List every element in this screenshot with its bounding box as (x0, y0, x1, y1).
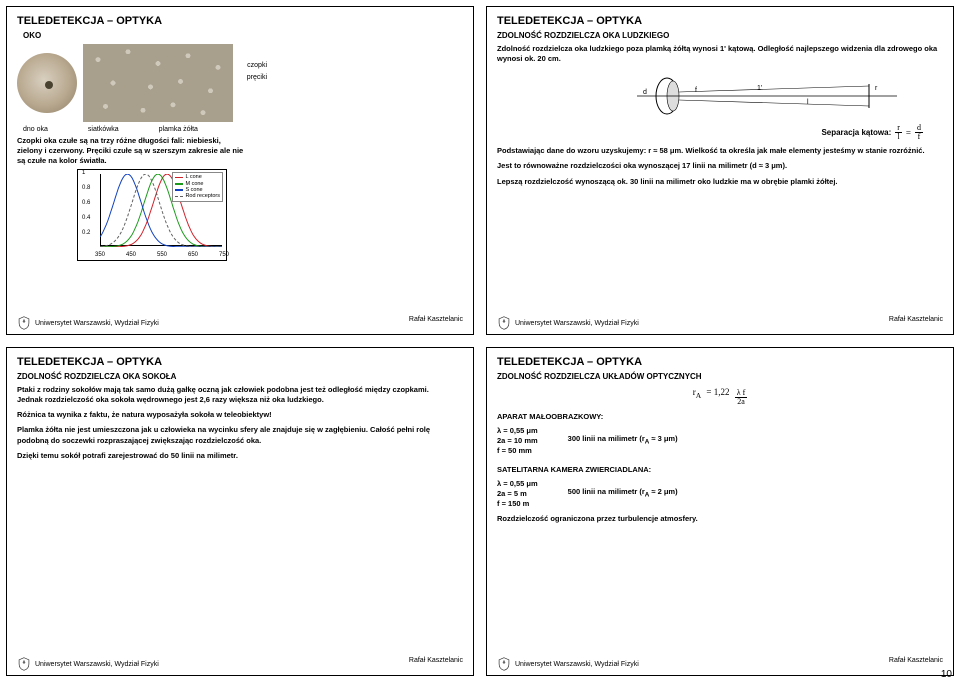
sep-label: Separacja kątowa: (821, 128, 891, 137)
eye-fundus-image (17, 53, 77, 113)
footer-right: Rafał Kasztelanic (409, 316, 463, 330)
footer-left: Uniwersytet Warszawski, Wydział Fizyki (515, 320, 639, 327)
cap-plamka: plamka żółta (159, 126, 198, 133)
h2: SATELITARNA KAMERA ZWIERCIADLANA: (497, 465, 943, 475)
lbl-d: d (643, 89, 647, 96)
label-preciki: pręciki (247, 74, 267, 81)
footer-left: Uniwersytet Warszawski, Wydział Fizyki (35, 661, 159, 668)
slide-title: TELEDETEKCJA – OPTYKA (17, 356, 463, 368)
slide3-p3: Różnica ta wynika z faktu, że natura wyp… (17, 410, 463, 420)
slide4-subtitle: ZDOLNOŚĆ ROZDZIELCZA UKŁADÓW OPTYCZNYCH (497, 372, 943, 381)
slide2-p4: Lepszą rozdzielczość wynoszącą ok. 30 li… (497, 177, 943, 187)
slide1-images: czopki pręciki (17, 44, 463, 122)
label-czopki: czopki (247, 62, 267, 69)
satellite-result: 500 linii na milimetr (rA ≈ 2 μm) (568, 479, 678, 509)
footer-left: Uniwersytet Warszawski, Wydział Fizyki (35, 320, 159, 327)
slide3-footer: Uniwersytet Warszawski, Wydział Fizyki R… (17, 657, 463, 671)
slide-2: TELEDETEKCJA – OPTYKA ZDOLNOŚĆ ROZDZIELC… (486, 6, 954, 335)
crest-icon (17, 316, 31, 330)
slide4-plast: Rozdzielczość ograniczona przez turbulen… (497, 514, 943, 524)
slide-title: TELEDETEKCJA – OPTYKA (497, 356, 943, 368)
slide1-subtitle: OKO (23, 31, 463, 40)
slide1-captions: dno oka siatkówka plamka żółta (23, 126, 463, 133)
retina-texture-image: czopki pręciki (83, 44, 233, 122)
slide2-p1: Zdolność rozdzielcza oka ludzkiego poza … (497, 44, 943, 64)
footer-right: Rafał Kasztelanic (889, 316, 943, 330)
frac-lambda: λ f 2a (735, 389, 748, 406)
footer-right: Rafał Kasztelanic (409, 657, 463, 671)
apparatus-vals: λ = 0,55 μm 2a = 10 mm f = 50 mm (497, 426, 538, 456)
cap-dno-oka: dno oka (23, 126, 48, 133)
slide-1: TELEDETEKCJA – OPTYKA OKO czopki pręciki… (6, 6, 474, 335)
h1: APARAT MAŁOOBRAZKOWY: (497, 412, 943, 422)
crest-icon (497, 657, 511, 671)
frac-rl: r l (895, 124, 902, 141)
page-grid: TELEDETEKCJA – OPTYKA OKO czopki pręciki… (0, 0, 960, 682)
slide3-p4: Plamka żółta nie jest umieszczona jak u … (17, 425, 463, 445)
slide2-p3: Jest to równoważne rozdzielczości oka wy… (497, 161, 943, 171)
satellite-vals: λ = 0,55 μm 2a = 5 m f = 150 m (497, 479, 538, 509)
lbl-f: f (695, 87, 697, 94)
apparatus-block: λ = 0,55 μm 2a = 10 mm f = 50 mm 300 lin… (497, 426, 943, 456)
slide2-subtitle: ZDOLNOŚĆ ROZDZIELCZA OKA LUDZKIEGO (497, 31, 943, 40)
lbl-l: l (807, 99, 809, 106)
slide2-footer: Uniwersytet Warszawski, Wydział Fizyki R… (497, 316, 943, 330)
lens-diagram: d f 1' l r (497, 74, 943, 118)
resolution-formula: rA = 1,22 λ f 2a (497, 387, 943, 406)
slide3-p1: Ptaki z rodziny sokołów mają tak samo du… (17, 385, 463, 395)
slide3-p5: Dzięki temu sokół potrafi zarejestrować … (17, 451, 463, 461)
slide3-subtitle: ZDOLNOŚĆ ROZDZIELCZA OKA SOKOŁA (17, 372, 463, 381)
footer-right: Rafał Kasztelanic (889, 657, 943, 671)
slide-3: TELEDETEKCJA – OPTYKA ZDOLNOŚĆ ROZDZIELC… (6, 347, 474, 676)
lbl-r: r (875, 85, 878, 92)
slide1-p1: Czopki oka czułe są na trzy różne długoś… (17, 136, 247, 166)
slide3-p2: Jednak rozdzielczość oka sokoła wędrowne… (17, 395, 463, 405)
frac-df: d f (915, 124, 923, 141)
lbl-1p: 1' (757, 85, 762, 92)
slide-title: TELEDETEKCJA – OPTYKA (17, 15, 463, 27)
separation-formula: Separacja kątowa: r l = d f (497, 124, 923, 141)
cap-siatkowka: siatkówka (88, 126, 119, 133)
page-number: 10 (941, 669, 952, 680)
apparatus-result: 300 linii na milimetr (rA ≈ 3 μm) (568, 426, 678, 456)
crest-icon (497, 316, 511, 330)
footer-left: Uniwersytet Warszawski, Wydział Fizyki (515, 661, 639, 668)
slide1-footer: Uniwersytet Warszawski, Wydział Fizyki R… (17, 316, 463, 330)
lens-svg: d f 1' l r (637, 74, 897, 118)
slide-title: TELEDETEKCJA – OPTYKA (497, 15, 943, 27)
chart-legend: L coneM coneS coneRod receptors (172, 172, 223, 201)
slide2-p2: Podstawiając dane do wzoru uzyskujemy: r… (497, 146, 943, 156)
slide-4: TELEDETEKCJA – OPTYKA ZDOLNOŚĆ ROZDZIELC… (486, 347, 954, 676)
slide1-body: Czopki oka czułe są na trzy różne długoś… (17, 136, 463, 166)
slide4-footer: Uniwersytet Warszawski, Wydział Fizyki R… (497, 657, 943, 671)
cone-sensitivity-chart: L coneM coneS coneRod receptors 0.20.40.… (77, 169, 227, 261)
crest-icon (17, 657, 31, 671)
satellite-block: λ = 0,55 μm 2a = 5 m f = 150 m 500 linii… (497, 479, 943, 509)
